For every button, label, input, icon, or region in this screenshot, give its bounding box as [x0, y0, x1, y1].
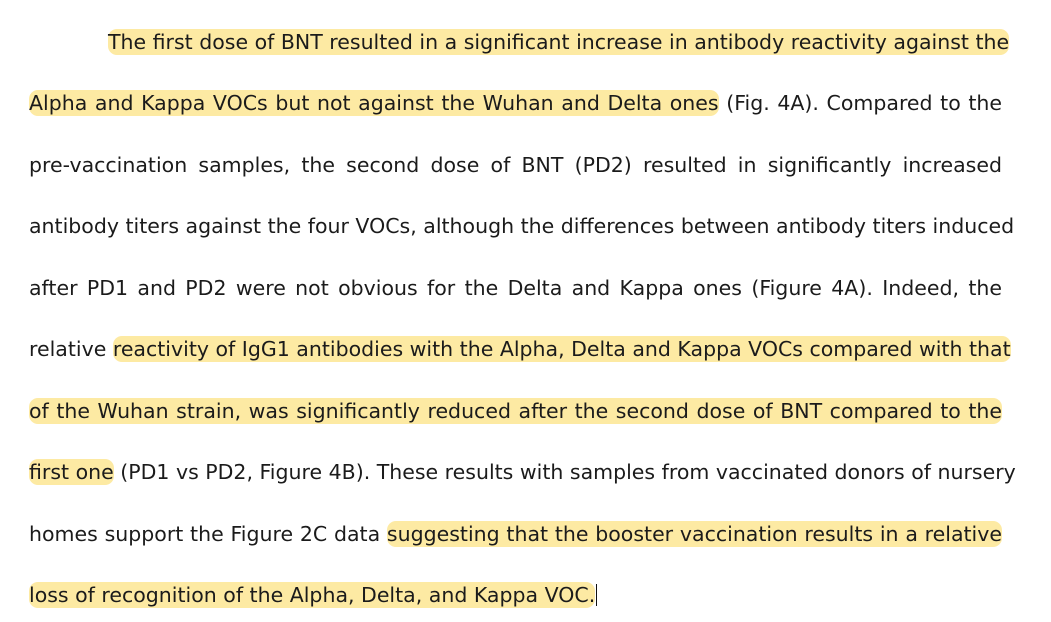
text-cursor [596, 584, 598, 606]
text-line-8: first one (PD1 vs PD2, Figure 4B). These… [29, 457, 1016, 487]
highlighted-text: Alpha and Kappa VOCs but not against the… [29, 90, 719, 116]
highlighted-text: loss of recognition of the Alpha, Delta,… [29, 582, 596, 608]
highlighted-text: of the Wuhan strain, was significantly r… [29, 398, 1002, 424]
highlighted-text: first one [29, 459, 114, 485]
text-line-5: after PD1 and PD2 were not obvious for t… [29, 273, 1002, 303]
plain-text: (PD1 vs PD2, Figure 4B). These results w… [113, 460, 1016, 484]
text-line-6: relative reactivity of IgG1 antibodies w… [29, 334, 1011, 364]
highlighted-text: reactivity of IgG1 antibodies with the A… [112, 336, 1011, 362]
plain-text: after PD1 and PD2 were not obvious for t… [29, 276, 1002, 300]
text-line-2: Alpha and Kappa VOCs but not against the… [29, 88, 1002, 118]
plain-text: (Fig. 4A). Compared to the [718, 91, 1003, 115]
text-line-4: antibody titers against the four VOCs, a… [29, 211, 1014, 241]
text-line-7: of the Wuhan strain, was significantly r… [29, 396, 1002, 426]
text-line-1: The first dose of BNT resulted in a sign… [108, 27, 1010, 57]
text-line-9: homes support the Figure 2C data suggest… [29, 519, 1002, 549]
highlighted-text: The first dose of BNT resulted in a sign… [108, 29, 1010, 55]
plain-text: relative [29, 337, 113, 361]
highlighted-text: suggesting that the booster vaccination … [386, 521, 1002, 547]
plain-text: pre-vaccination samples, the second dose… [29, 153, 1002, 177]
plain-text: antibody titers against the four VOCs, a… [29, 214, 1015, 238]
plain-text: homes support the Figure 2C data [29, 522, 387, 546]
text-line-3: pre-vaccination samples, the second dose… [29, 150, 1002, 180]
text-line-10: loss of recognition of the Alpha, Delta,… [29, 580, 1002, 610]
